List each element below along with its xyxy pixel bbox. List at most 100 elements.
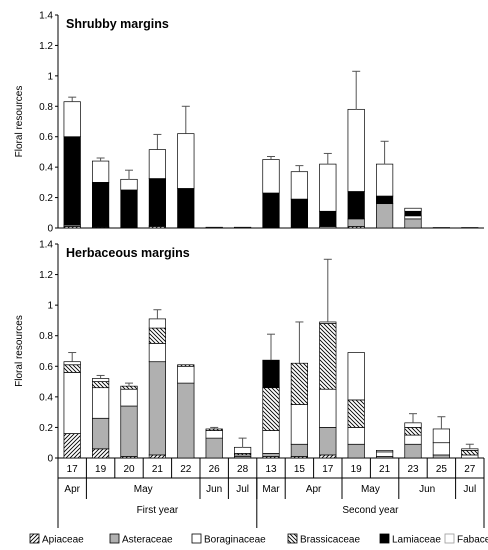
bar-segment-fabaceae xyxy=(319,321,337,324)
bar-segment-brassicaceae xyxy=(177,364,195,367)
bar-segment-brassicaceae xyxy=(319,323,337,390)
bar-segment-fabaceae xyxy=(432,227,450,229)
month-label: Apr xyxy=(306,484,322,495)
bar-segment-asteraceae xyxy=(432,454,450,459)
y-tick-label: 0.6 xyxy=(39,362,53,373)
bar-segment-fabaceae xyxy=(205,226,223,229)
x-tick-label: 22 xyxy=(180,464,192,475)
bar-segment-brassicaceae xyxy=(120,385,138,390)
bar-segment-fabaceae xyxy=(91,160,110,183)
bar-segment-brassicaceae xyxy=(148,327,166,344)
x-tick-label: 23 xyxy=(407,464,419,475)
bar-segment-boraginaceae xyxy=(91,387,110,419)
legend-swatch xyxy=(287,533,298,544)
bar-segment-lamiaceae xyxy=(262,192,280,229)
bar-segment-boraginaceae xyxy=(120,388,138,407)
legend-label: Fabaceae xyxy=(457,535,488,546)
x-tick-label: 26 xyxy=(209,464,221,475)
bar-segment-apiaceae xyxy=(148,454,166,459)
bar-segment-brassicaceae xyxy=(63,364,81,373)
bar-segment-apiaceae xyxy=(319,454,337,459)
y-tick-label: 1 xyxy=(47,301,53,312)
bar-segment-asteraceae xyxy=(404,443,422,459)
bar-segment-boraginaceae xyxy=(290,404,308,445)
month-label: Jun xyxy=(419,484,435,495)
y-tick-label: 1.2 xyxy=(39,270,53,281)
bar-segment-fabaceae xyxy=(290,171,308,200)
x-tick-label: 20 xyxy=(123,464,135,475)
legend-swatch xyxy=(379,533,390,544)
y-tick-label: 0.6 xyxy=(39,132,53,143)
panel-title: Herbaceous margins xyxy=(66,246,190,260)
x-tick-label: 21 xyxy=(379,464,391,475)
bar-segment-asteraceae xyxy=(91,417,110,450)
bar-segment-fabaceae xyxy=(63,101,81,138)
legend-swatch xyxy=(444,533,455,544)
legend-label: Brassicaceae xyxy=(300,535,360,546)
y-axis-label: Floral resources xyxy=(14,86,25,158)
bar-segment-apiaceae xyxy=(91,448,110,459)
year-label: Second year xyxy=(342,505,399,516)
bar-segment-asteraceae xyxy=(120,405,138,457)
bar-segment-lamiaceae xyxy=(376,195,394,205)
bar-segment-lamiaceae xyxy=(177,188,195,229)
bar-segment-brassicaceae xyxy=(404,427,422,436)
bar-segment-boraginaceae xyxy=(376,451,394,457)
bar-segment-fabaceae xyxy=(461,227,479,229)
year-label: First year xyxy=(137,505,179,516)
bar-segment-brassicaceae xyxy=(347,399,365,428)
x-tick-label: 15 xyxy=(294,464,306,475)
y-tick-label: 1.2 xyxy=(39,41,53,52)
legend: Apiaceae Asteraceae Boraginaceae Brassicace… xyxy=(29,533,488,546)
bar-segment-fabaceae xyxy=(148,318,166,329)
bar-segment-lamiaceae xyxy=(319,210,337,227)
y-tick-label: 0.4 xyxy=(39,392,53,403)
x-tick-label: 19 xyxy=(95,464,107,475)
y-tick-label: 0 xyxy=(47,454,53,465)
x-tick-label: 13 xyxy=(265,464,277,475)
bar-segment-lamiaceae xyxy=(404,210,422,217)
x-axis-labels: 17 19 20 21 22 26 28 13 15 17 19 21 23 25 27 Apr May Jun J… xyxy=(57,458,485,528)
y-tick-label: 1.4 xyxy=(39,240,53,251)
bar-segment-brassicaceae xyxy=(461,450,479,456)
bar-segment-brassicaceae xyxy=(262,387,280,431)
bar-segment-lamiaceae xyxy=(91,182,110,227)
bar-segment-lamiaceae xyxy=(120,189,138,229)
bar-segment-asteraceae xyxy=(148,361,166,456)
panel-herbaceous: 0 0.2 0.4 0.6 0.8 1 1.2 1.4 Floral resources Herb… xyxy=(14,240,484,465)
month-label: May xyxy=(134,484,153,495)
bar-segment-asteraceae xyxy=(347,218,365,227)
bar-segment-apiaceae xyxy=(63,433,81,459)
bar-segment-fabaceae xyxy=(234,446,252,454)
bar-segment-fabaceae xyxy=(91,378,110,382)
bar-segment-boraginaceae xyxy=(63,372,81,434)
bar-segment-brassicaceae xyxy=(205,428,223,431)
bar-segment-fabaceae xyxy=(148,149,166,179)
y-tick-label: 0.8 xyxy=(39,102,53,113)
bar-segment-lamiaceae xyxy=(63,136,81,226)
y-tick-label: 0.2 xyxy=(39,423,53,434)
legend-swatch xyxy=(109,533,120,544)
bar-segment-brassicaceae xyxy=(290,362,308,405)
bar-segment-asteraceae xyxy=(319,427,337,456)
bar-segment-asteraceae xyxy=(404,218,422,229)
bar-segment-boraginaceae xyxy=(205,430,223,439)
bar-segment-lamiaceae xyxy=(148,178,166,227)
bar-segment-fabaceae xyxy=(319,163,337,212)
bar-segment-fabaceae xyxy=(404,207,422,212)
bar-segment-fabaceae xyxy=(461,448,479,451)
bar-segment-fabaceae xyxy=(347,352,365,401)
bar-segment-asteraceae xyxy=(290,443,308,457)
bar-segment-lamiaceae xyxy=(347,191,365,220)
bar-segment-asteraceae xyxy=(376,203,394,229)
bar-segment-fabaceae xyxy=(63,361,81,366)
x-tick-label: 21 xyxy=(152,464,164,475)
y-tick-label: 0.4 xyxy=(39,163,53,174)
month-label: Jun xyxy=(206,484,222,495)
bar-segment-boraginaceae xyxy=(177,365,195,384)
bar-segment-brassicaceae xyxy=(91,381,110,389)
bar-segment-fabaceae xyxy=(234,226,252,229)
y-tick-label: 0 xyxy=(47,224,53,235)
y-tick-label: 0.8 xyxy=(39,331,53,342)
